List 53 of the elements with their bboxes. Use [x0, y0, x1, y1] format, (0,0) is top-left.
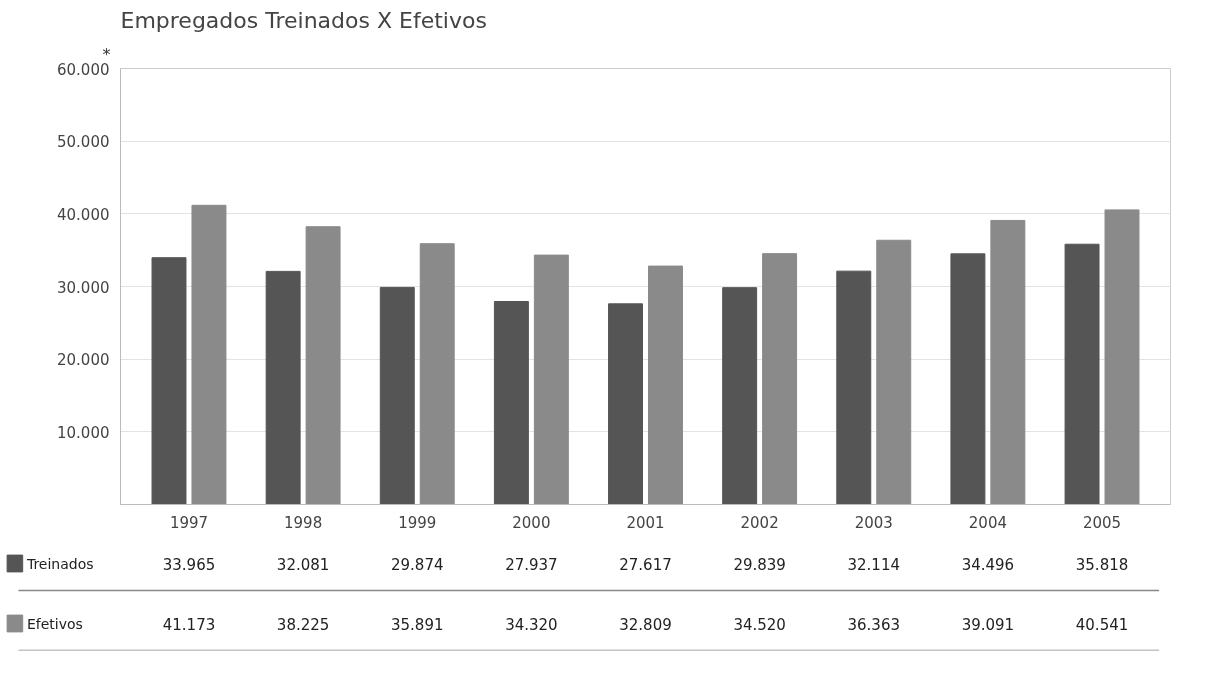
x-tick-label: 2005	[1082, 513, 1122, 532]
x-tick-label: 1999	[398, 513, 437, 532]
data-label: 40.541	[1075, 615, 1129, 634]
data-label: 29.874	[391, 555, 444, 574]
bar	[151, 257, 187, 505]
data-label: 38.225	[276, 615, 330, 634]
bar	[379, 286, 415, 505]
y-tick-label: 50.000	[57, 133, 110, 152]
bar	[1104, 209, 1140, 505]
data-label: 27.617	[619, 555, 672, 574]
bar	[762, 253, 798, 505]
bar	[608, 303, 643, 505]
y-tick-label: 40.000	[57, 205, 110, 224]
bar	[836, 270, 872, 505]
legend-label: Treinados	[25, 555, 94, 572]
data-label: 32.114	[847, 555, 901, 574]
data-label: 32.809	[619, 615, 672, 634]
x-tick-label: 2001	[626, 513, 665, 532]
data-label: 35.818	[1075, 555, 1129, 574]
y-tick-label: 30.000	[57, 278, 110, 297]
legend-label: Efetivos	[26, 615, 83, 632]
bar	[265, 270, 301, 505]
data-label: 34.496	[961, 555, 1015, 574]
y-tick-label: 10.000	[57, 423, 110, 442]
bar	[305, 226, 341, 505]
x-tick-label: 1998	[284, 513, 323, 532]
bar	[191, 204, 227, 505]
x-tick-label: 2003	[854, 513, 893, 532]
data-label: 34.520	[733, 615, 786, 634]
data-label: 41.173	[162, 615, 216, 634]
x-tick-label: 1997	[169, 513, 209, 532]
bar	[1064, 243, 1100, 505]
bar	[876, 239, 912, 505]
bar	[533, 254, 569, 505]
data-label: 36.363	[847, 615, 901, 634]
bar	[493, 300, 529, 505]
data-label: 27.937	[505, 555, 558, 574]
x-tick-label: 2004	[968, 513, 1007, 532]
data-label: 29.839	[733, 555, 786, 574]
data-label: 39.091	[961, 615, 1015, 634]
y-tick-label: 20.000	[57, 351, 110, 370]
bar	[648, 265, 683, 505]
data-label: 35.891	[391, 615, 444, 634]
bar	[950, 253, 986, 505]
chart-title: Empregados Treinados X Efetivos	[120, 7, 487, 33]
bar	[990, 219, 1026, 505]
data-label: 34.320	[505, 615, 558, 634]
x-tick-label: 2002	[740, 513, 779, 532]
x-tick-label: 2000	[512, 513, 551, 532]
bar	[419, 243, 455, 505]
bar	[722, 287, 758, 505]
data-label: 32.081	[276, 555, 330, 574]
data-label: 33.965	[162, 555, 216, 574]
